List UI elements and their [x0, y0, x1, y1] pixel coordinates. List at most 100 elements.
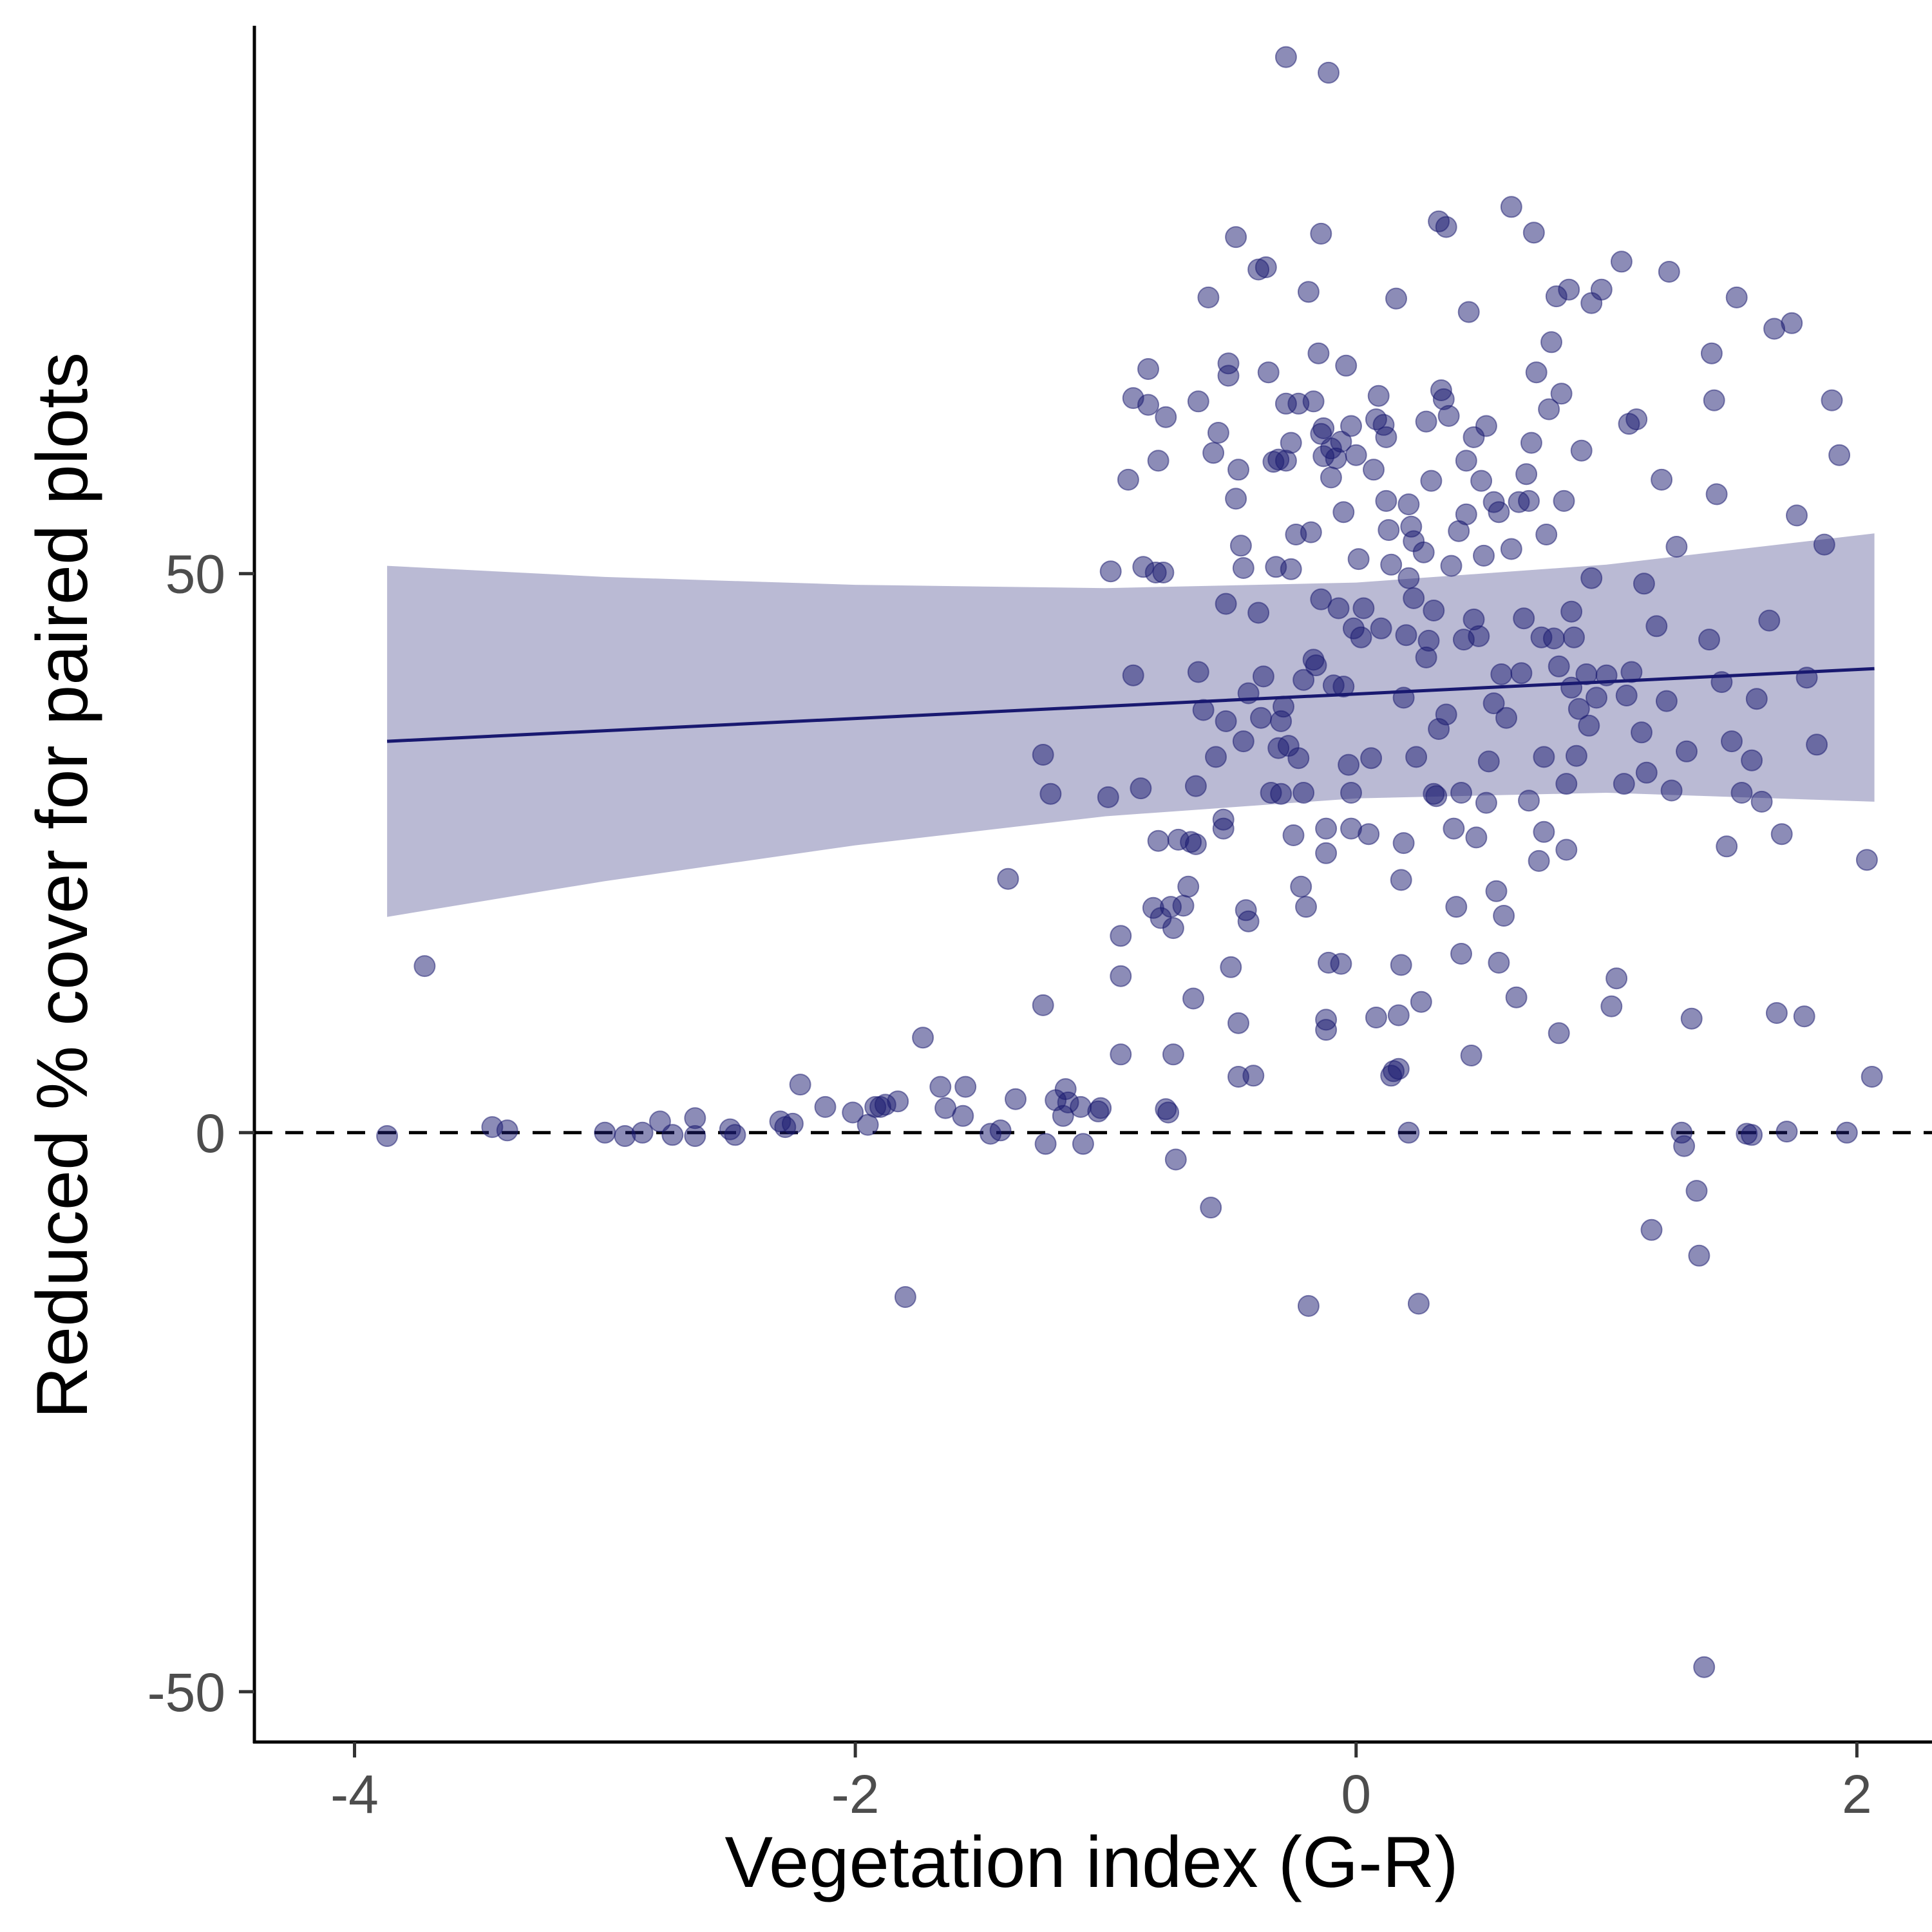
- trend-line: [386, 667, 1875, 743]
- data-point: [1680, 1007, 1703, 1030]
- data-point: [661, 1124, 684, 1146]
- data-point: [1155, 406, 1177, 428]
- data-point: [1793, 1005, 1815, 1028]
- data-point: [1490, 663, 1513, 685]
- data-point: [1365, 1007, 1387, 1028]
- data-point: [1220, 956, 1242, 978]
- data-point: [1225, 226, 1247, 249]
- data-point: [1473, 544, 1495, 567]
- data-point: [1565, 744, 1587, 767]
- data-point: [1535, 524, 1558, 545]
- data-point: [1520, 431, 1542, 454]
- data-point: [1147, 450, 1170, 472]
- data-point: [1605, 967, 1628, 990]
- data-point: [1340, 782, 1362, 804]
- data-point: [1610, 251, 1633, 273]
- data-point: [1440, 554, 1463, 577]
- data-point: [1525, 361, 1548, 384]
- data-point: [1450, 782, 1472, 804]
- data-point: [1550, 383, 1573, 405]
- data-point: [1345, 444, 1367, 466]
- data-point: [1776, 1121, 1798, 1143]
- x-axis-title: Vegetation index (G-R): [724, 1822, 1458, 1902]
- y-axis-title: Reduced % cover for paired plots: [22, 352, 102, 1419]
- data-point: [1533, 746, 1555, 768]
- data-point: [814, 1095, 837, 1118]
- data-point: [1813, 533, 1835, 556]
- data-point: [1423, 600, 1445, 621]
- data-point: [1488, 951, 1510, 974]
- data-point: [1835, 1121, 1858, 1144]
- data-point: [1397, 1121, 1420, 1144]
- data-point: [1237, 910, 1260, 933]
- y-tick-label: 0: [195, 1103, 225, 1164]
- data-point: [1293, 668, 1315, 691]
- data-point: [1147, 829, 1170, 852]
- data-point: [1287, 747, 1310, 770]
- data-point: [1312, 417, 1335, 439]
- data-point: [1645, 615, 1668, 638]
- data-point: [1327, 597, 1350, 620]
- data-point: [1600, 995, 1623, 1018]
- data-point: [1730, 782, 1753, 804]
- data-point: [842, 1101, 864, 1124]
- data-point: [1332, 676, 1355, 698]
- data-point: [1200, 1197, 1222, 1219]
- data-point: [1360, 747, 1383, 770]
- data-point: [1320, 466, 1342, 489]
- data-point: [1688, 1244, 1710, 1267]
- data-point: [1395, 624, 1417, 647]
- data-point: [1635, 761, 1658, 784]
- data-point: [1786, 504, 1808, 527]
- data-point: [1352, 597, 1375, 620]
- data-point: [1378, 519, 1400, 541]
- data-point: [1032, 994, 1054, 1016]
- data-point: [1518, 790, 1540, 812]
- data-point: [1397, 493, 1420, 516]
- data-point: [1475, 791, 1497, 814]
- data-point: [1570, 439, 1593, 462]
- data-point: [1500, 538, 1522, 560]
- data-point: [631, 1121, 654, 1144]
- data-point: [1470, 469, 1493, 492]
- data-point: [1590, 278, 1613, 301]
- data-point: [789, 1074, 811, 1096]
- data-point: [1232, 557, 1255, 579]
- data-point: [781, 1112, 804, 1135]
- data-point: [1765, 1002, 1788, 1024]
- data-point: [1721, 730, 1743, 753]
- data-point: [1698, 629, 1720, 651]
- data-point: [1184, 833, 1207, 855]
- data-point: [1613, 773, 1635, 795]
- data-point: [1257, 361, 1280, 384]
- data-point: [1310, 222, 1332, 245]
- data-point: [1450, 943, 1472, 965]
- data-point: [1615, 685, 1638, 706]
- data-point: [1390, 954, 1412, 976]
- data-point: [413, 955, 436, 978]
- data-point: [1580, 567, 1603, 589]
- data-point: [1227, 459, 1249, 481]
- data-point: [1567, 697, 1590, 720]
- data-point: [1338, 753, 1360, 776]
- data-point: [1184, 775, 1207, 797]
- data-point: [1513, 607, 1535, 630]
- data-point: [376, 1125, 399, 1147]
- data-point: [1315, 1019, 1338, 1041]
- data-point: [1387, 1004, 1410, 1027]
- data-point: [1495, 706, 1517, 729]
- data-points: [376, 46, 1883, 1678]
- data-point: [1700, 342, 1723, 365]
- data-point: [1417, 629, 1440, 652]
- data-point: [1457, 301, 1480, 323]
- data-point: [1533, 820, 1555, 843]
- y-tick-label: -50: [147, 1662, 225, 1723]
- y-tick-label: 50: [166, 544, 225, 605]
- data-point: [1367, 384, 1390, 407]
- data-point: [1197, 286, 1220, 308]
- data-point: [1397, 567, 1420, 589]
- data-point: [1110, 925, 1132, 947]
- data-point: [1558, 278, 1580, 301]
- data-point: [894, 1286, 916, 1308]
